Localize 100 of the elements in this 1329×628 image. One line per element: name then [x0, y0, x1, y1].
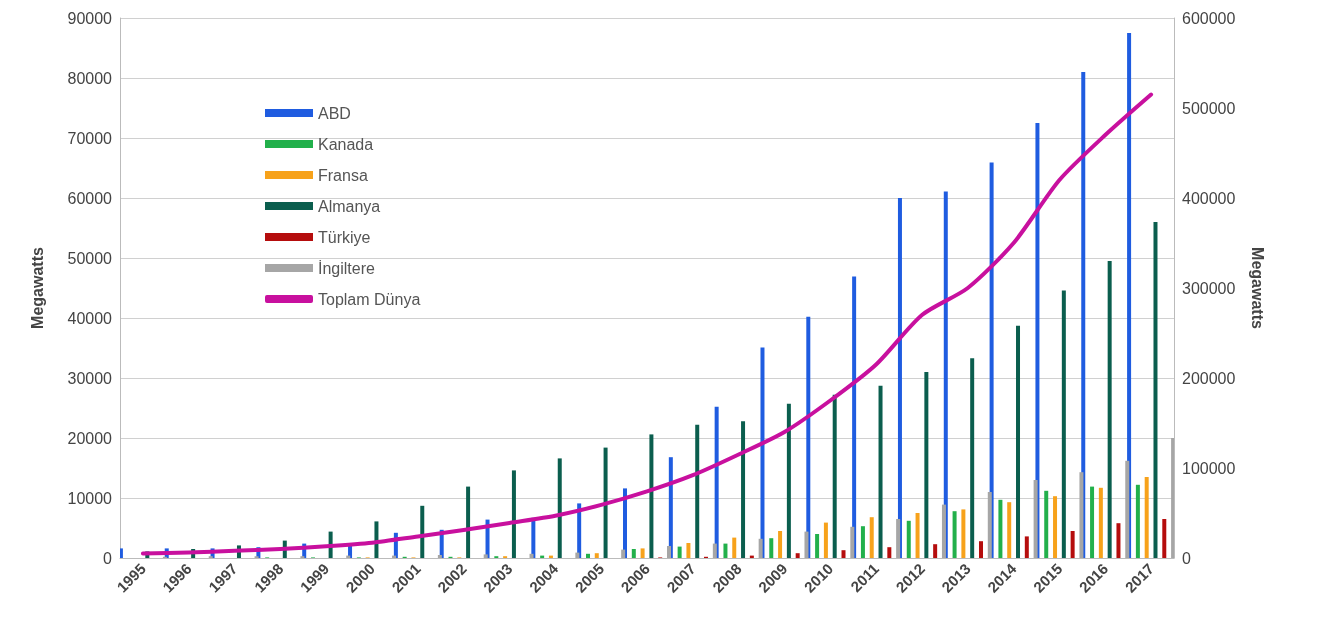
bar	[832, 394, 837, 558]
legend-label: Almanya	[318, 197, 381, 215]
y2-tick-label: 0	[1182, 549, 1191, 567]
y2-tick-label: 200000	[1182, 369, 1236, 387]
bar	[887, 547, 892, 558]
bar	[1144, 477, 1149, 558]
bar	[896, 519, 901, 558]
bar	[741, 421, 746, 558]
bar	[1061, 290, 1066, 558]
bar	[1016, 325, 1021, 558]
bar	[998, 499, 1003, 558]
bar	[1033, 480, 1038, 558]
y2-axis-title: Megawatts	[1248, 247, 1266, 329]
bar	[1090, 486, 1095, 558]
bar	[815, 534, 820, 558]
bar	[906, 520, 911, 558]
y-tick-label: 70000	[67, 129, 113, 147]
y-tick-label: 80000	[67, 69, 113, 87]
y-tick-label: 90000	[67, 9, 113, 27]
bar	[1024, 536, 1029, 558]
bar	[878, 385, 883, 558]
bar	[437, 555, 442, 558]
bar	[603, 447, 608, 558]
bar	[941, 504, 946, 558]
bar	[970, 358, 975, 558]
legend-label: İngiltere	[318, 258, 376, 277]
bar	[850, 526, 855, 558]
bar	[1070, 531, 1075, 558]
bar	[760, 347, 765, 558]
bar	[649, 434, 654, 558]
bar	[978, 541, 983, 558]
bar	[714, 406, 719, 558]
y-tick-label: 30000	[67, 369, 113, 387]
bar	[1171, 438, 1174, 558]
bar	[677, 546, 682, 558]
legend-label: Kanada	[318, 135, 374, 153]
bar	[841, 550, 846, 558]
bar	[952, 511, 957, 558]
bar	[758, 538, 763, 558]
bar	[420, 505, 425, 558]
bar	[640, 548, 645, 558]
y-axis-title: Megawatts	[28, 247, 46, 329]
legend-label: ABD	[318, 104, 351, 122]
bar	[806, 316, 811, 558]
bar	[557, 458, 562, 558]
bar	[1153, 222, 1158, 558]
bar	[667, 546, 671, 558]
bar	[1081, 72, 1086, 558]
bar	[712, 543, 717, 558]
y2-tick-label: 400000	[1182, 189, 1236, 207]
bar	[695, 424, 700, 558]
bar	[732, 537, 737, 558]
bar	[869, 517, 874, 558]
y2-tick-label: 100000	[1182, 459, 1236, 477]
bar	[786, 403, 791, 558]
bar	[585, 553, 590, 558]
bar	[1125, 460, 1130, 558]
y2-tick-label: 500000	[1182, 99, 1236, 117]
bar	[1107, 261, 1112, 558]
bar	[924, 372, 929, 558]
bar	[852, 276, 857, 558]
y-tick-label: 50000	[67, 249, 113, 267]
y-tick-label: 60000	[67, 189, 113, 207]
bar	[1135, 484, 1140, 558]
bar	[723, 543, 728, 558]
bar	[769, 538, 774, 558]
bar	[804, 531, 809, 558]
y-tick-label: 40000	[67, 309, 113, 327]
bar	[1098, 487, 1103, 558]
y2-tick-label: 600000	[1182, 9, 1236, 27]
bar	[823, 522, 828, 558]
bar	[686, 543, 691, 558]
bar	[915, 513, 920, 558]
bar	[1044, 490, 1049, 558]
legend-label: Toplam Dünya	[318, 290, 421, 308]
bar	[575, 552, 580, 558]
bar	[1127, 33, 1132, 558]
bar	[120, 548, 123, 558]
bar	[594, 553, 599, 558]
y-tick-label: 0	[103, 549, 113, 567]
bar	[466, 486, 471, 558]
bar	[529, 553, 534, 558]
line-series	[140, 92, 1154, 556]
y2-tick-label: 300000	[1182, 279, 1236, 297]
bar	[1007, 502, 1012, 558]
bar	[778, 531, 783, 558]
bar	[1162, 519, 1167, 558]
bar	[1116, 523, 1121, 558]
bar	[1079, 472, 1084, 558]
bar	[860, 526, 865, 558]
bar	[943, 191, 948, 558]
legend-label: Türkiye	[318, 228, 371, 246]
bar	[621, 549, 626, 558]
y-tick-label: 20000	[67, 429, 113, 447]
bar	[961, 509, 966, 558]
legend-label: Fransa	[318, 166, 368, 184]
bar	[795, 553, 800, 558]
bar	[897, 198, 902, 558]
bar	[511, 470, 516, 558]
bar	[631, 549, 636, 558]
